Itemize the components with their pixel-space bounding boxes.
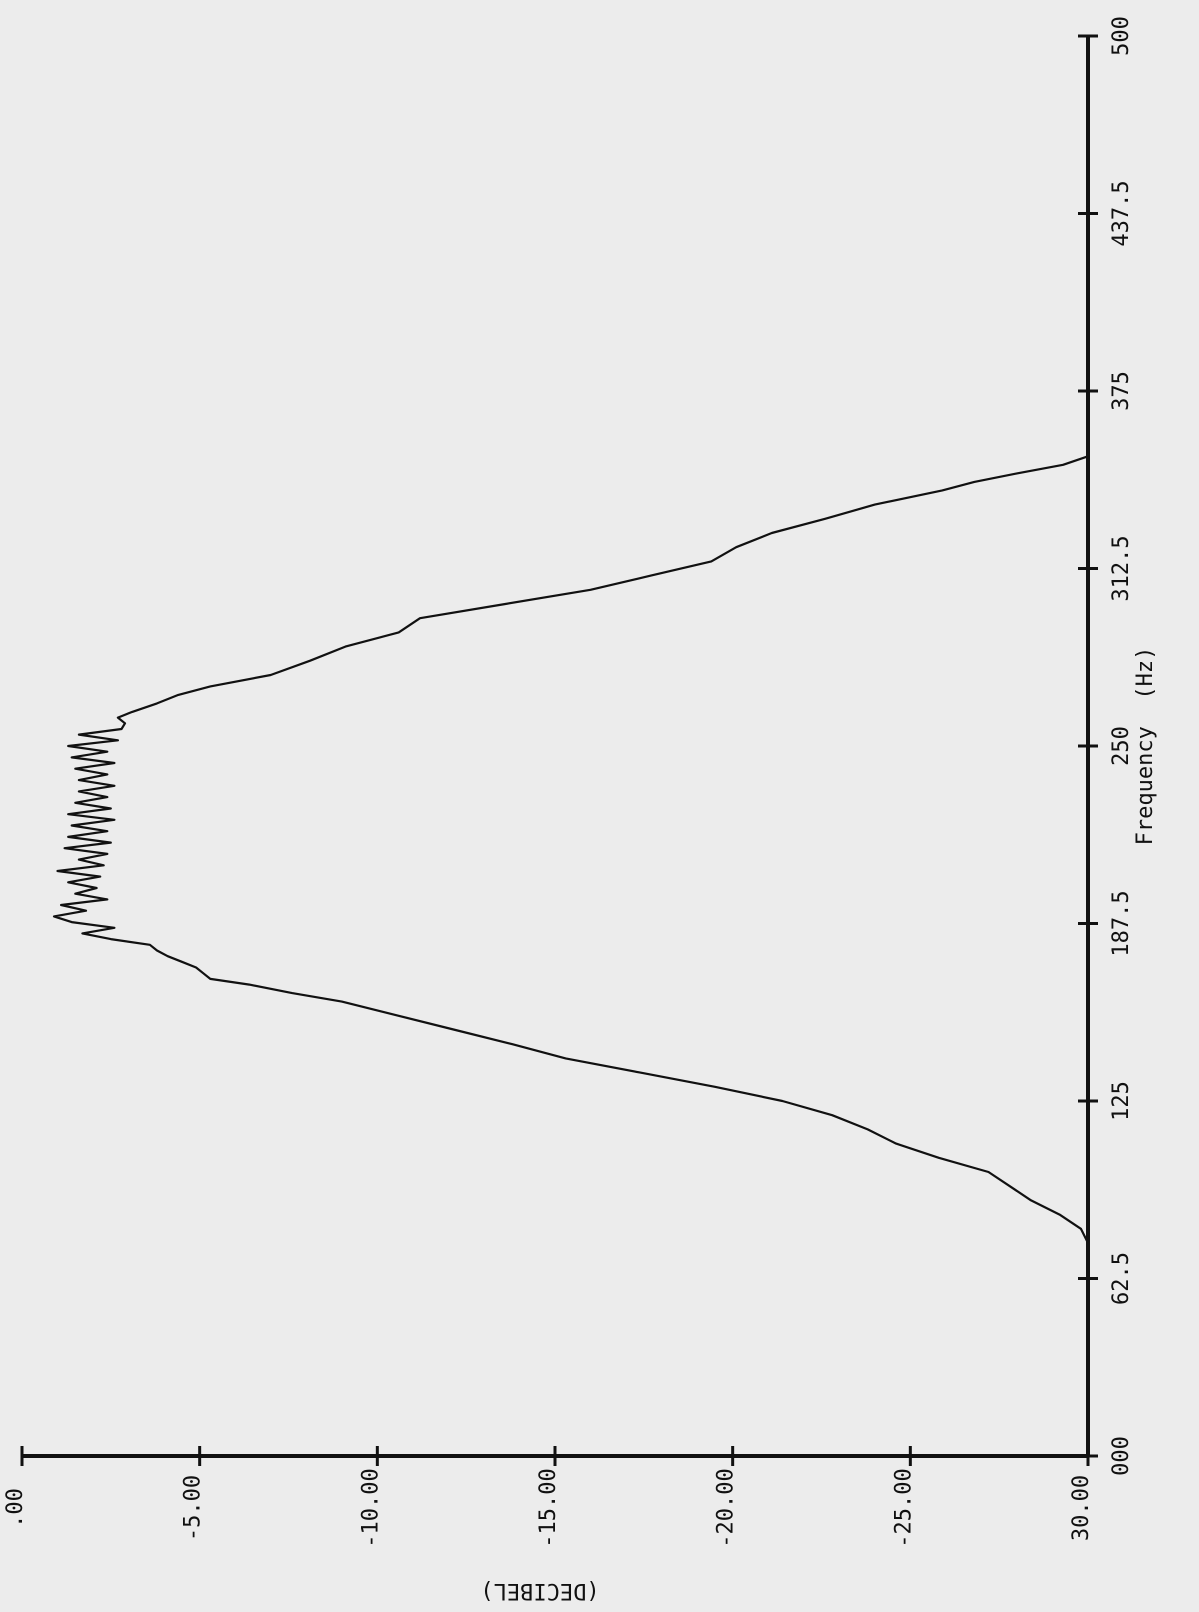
frequency-tick-label: 437.5: [1109, 180, 1134, 246]
frequency-tick-label: 125: [1109, 1081, 1134, 1121]
y-axis-label: (DECIBEL): [480, 1578, 599, 1603]
decibel-tick-label: -15.00: [536, 1468, 561, 1547]
decibel-tick-label: -5.00: [181, 1475, 206, 1541]
frequency-tick-label: 250: [1109, 726, 1134, 766]
chart-axes: [22, 36, 1090, 1458]
frequency-tick-label: 187.5: [1109, 890, 1134, 956]
frequency-tick-label: 312.5: [1109, 535, 1134, 601]
decibel-tick-label: .00: [3, 1488, 28, 1528]
decibel-tick-label: -10.00: [358, 1468, 383, 1547]
frequency-ticks: 000 62.5 125 187.5 250 312.5 375 437.5 500: [1078, 16, 1134, 1476]
frequency-tick-label: 375: [1109, 371, 1134, 411]
decibel-ticks: .00 -5.00 -10.00 -15.00 -20.00 -25.00 30.00: [3, 1446, 1094, 1548]
decibel-tick-label: -20.00: [714, 1468, 739, 1547]
decibel-tick-label: 30.00: [1069, 1475, 1094, 1541]
frequency-tick-label: 000: [1109, 1436, 1134, 1476]
series-layer: [52, 455, 1089, 1244]
frequency-tick-label: 500: [1109, 16, 1134, 56]
frequency-tick-label: 62.5: [1109, 1252, 1134, 1305]
x-axis-label: Frequency (Hz): [1133, 647, 1158, 846]
spectrum-line: [52, 455, 1089, 1244]
decibel-tick-label: -25.00: [891, 1468, 916, 1547]
